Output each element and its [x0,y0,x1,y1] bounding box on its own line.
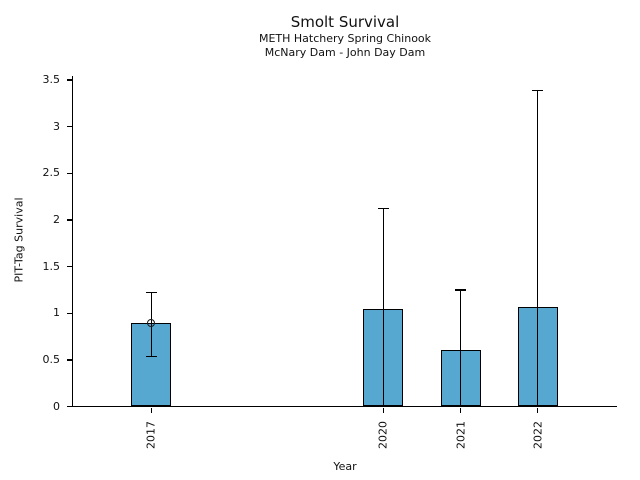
y-tick-label-1: 1 [53,306,60,320]
y-tick-label-3: 3 [53,119,60,133]
chart-subtitle-line2: McNary Dam - John Day Dam [264,46,426,59]
y-tick-0 [66,405,73,408]
y-tick-label-3.5: 3.5 [42,73,61,86]
x-tick-label-2021: 2021 [454,421,467,449]
y-axis-spine [72,76,74,407]
y-tick-label-2.5: 2.5 [42,166,61,180]
chart-subtitle-line1: METH Hatchery Spring Chinook [258,32,432,45]
errorbar-cap-high-2021 [455,289,466,291]
errorbar-line-2021 [459,289,462,407]
errorbar-cap-high-2020 [377,208,389,210]
x-tick-label-2022: 2022 [531,421,545,449]
x-tick-2017 [150,407,152,413]
y-tick-1 [66,312,73,314]
y-tick-3.5 [66,79,73,81]
x-axis-label: Year [333,460,357,473]
x-tick-2021 [459,407,462,413]
y-tick-2 [66,219,73,221]
x-axis-spine [72,406,617,408]
y-tick-label-1.5: 1.5 [42,259,61,273]
errorbar-cap-high-2022 [532,89,544,91]
y-tick-label-0.5: 0.5 [42,352,61,366]
x-tick-label-2017: 2017 [144,421,158,449]
y-tick-label-2: 2 [53,212,60,226]
errorbar-cap-low-2017 [145,355,157,357]
x-tick-2020 [382,407,384,413]
x-tick-label-2020: 2020 [376,421,390,449]
errorbar-line-2020 [382,208,384,407]
y-tick-1.5 [66,265,73,268]
chart-title: Smolt Survival [290,13,400,31]
y-tick-0.5 [66,359,73,361]
y-tick-3 [66,126,73,128]
y-tick-label-0: 0 [53,399,60,413]
y-tick-2.5 [66,172,73,174]
x-tick-2022 [537,407,539,413]
errorbar-line-2022 [537,90,539,407]
point-marker-2017 [147,319,156,328]
errorbar-cap-high-2017 [145,292,157,294]
